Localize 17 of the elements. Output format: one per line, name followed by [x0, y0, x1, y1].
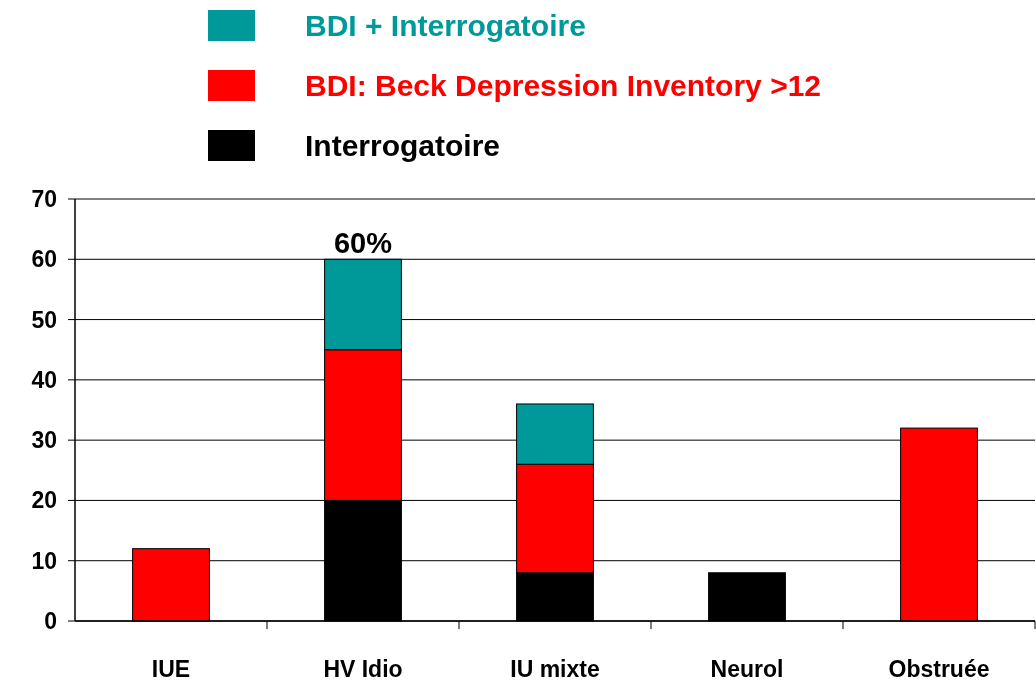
y-tick-label: 60 [31, 246, 57, 273]
legend-label: BDI + Interrogatoire [305, 9, 586, 42]
x-tick-label: HV Idio [323, 656, 403, 682]
annotation: 60% [333, 227, 393, 260]
y-tick-label: 30 [31, 427, 57, 454]
y-tick-label: 10 [31, 547, 57, 574]
legend-label: BDI: Beck Depression Inventory >12 [305, 69, 822, 102]
legend-label: Interrogatoire [305, 129, 501, 162]
x-tick-label: Neurol [710, 656, 784, 682]
y-tick-label: 20 [31, 487, 57, 514]
y-tick-label: 0 [44, 608, 57, 635]
x-tick-label: IUE [151, 656, 191, 682]
y-tick-label: 70 [31, 186, 57, 213]
x-tick-label: Obstruée [888, 656, 990, 682]
y-tick-label: 50 [31, 306, 57, 333]
x-tick-label: IU mixte [510, 656, 600, 682]
y-tick-label: 40 [31, 366, 57, 393]
